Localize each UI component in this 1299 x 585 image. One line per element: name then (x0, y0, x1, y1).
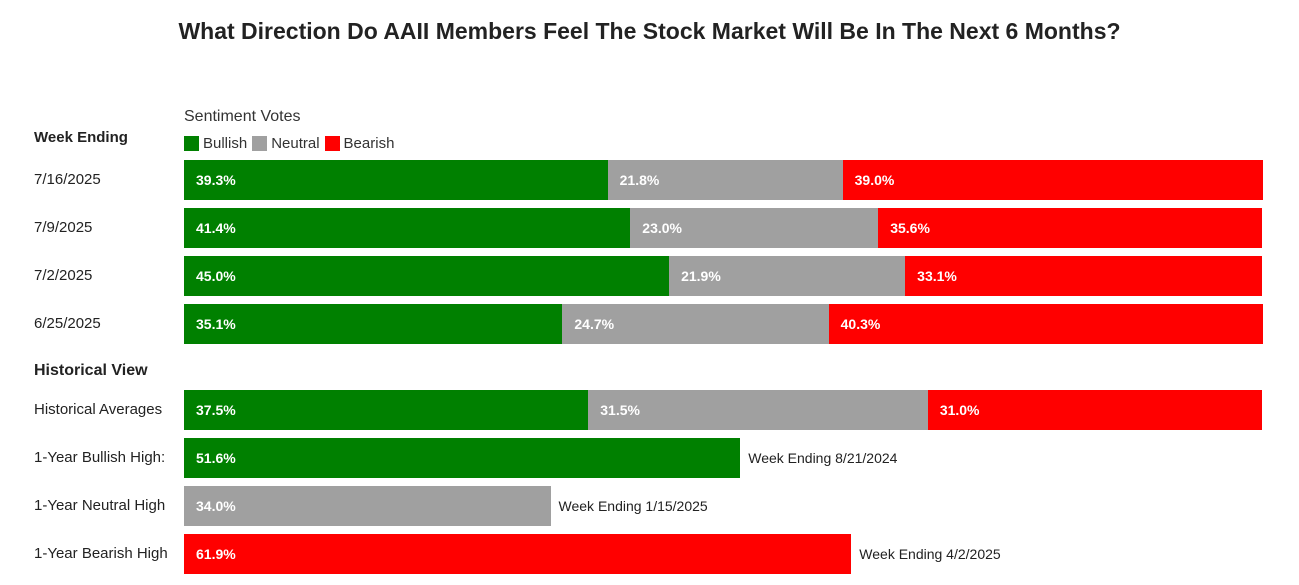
legend-item-neutral: Neutral (252, 135, 320, 152)
bar-segment-neutral: 21.9% (669, 256, 906, 296)
chart-title: What Direction Do AAII Members Feel The … (178, 18, 1121, 44)
bar-segment-bearish: 61.9% (184, 534, 852, 574)
bar-segment-bearish: 33.1% (905, 256, 1262, 296)
legend: Bullish Neutral Bearish (184, 135, 399, 152)
row-label-week-2: 7/9/2025 (34, 219, 93, 236)
bar-segment-neutral: 24.7% (562, 304, 829, 344)
bar-segment-bullish: 45.0% (184, 256, 670, 296)
bar-segment-neutral: 31.5% (588, 390, 928, 430)
legend-label-neutral: Neutral (271, 135, 320, 152)
legend-title: Sentiment Votes (184, 108, 301, 125)
row-label-week-1: 7/16/2025 (34, 171, 101, 188)
bar-segment-bearish: 35.6% (878, 208, 1262, 248)
row-label-bearish-high: 1-Year Bearish High (34, 545, 168, 562)
bar-segment-bullish: 41.4% (184, 208, 631, 248)
bar-segment-bearish: 40.3% (828, 304, 1264, 344)
neutral-high-note: Week Ending 1/15/2025 (558, 498, 708, 514)
row-label-neutral-high: 1-Year Neutral High (34, 497, 166, 514)
legend-swatch-bearish (324, 136, 340, 151)
bar-bearish-high: 61.9% (184, 534, 852, 574)
bar-bullish-high: 51.6% (184, 438, 741, 478)
legend-item-bearish: Bearish (324, 135, 395, 152)
bar-segment-bullish: 51.6% (184, 438, 741, 478)
stacked-bar-week-1: 39.3% 21.8% 39.0% (184, 160, 1264, 200)
historical-view-heading: Historical View (34, 362, 148, 379)
bullish-high-note: Week Ending 8/21/2024 (748, 450, 898, 466)
week-ending-heading: Week Ending (34, 129, 128, 146)
bar-segment-bearish: 39.0% (842, 160, 1264, 200)
stacked-bar-week-4: 35.1% 24.7% 40.3% (184, 304, 1264, 344)
stacked-bar-week-3: 45.0% 21.9% 33.1% (184, 256, 1262, 296)
legend-label-bullish: Bullish (203, 135, 248, 152)
bearish-high-note: Week Ending 4/2/2025 (859, 546, 1001, 562)
bar-segment-bullish: 37.5% (184, 390, 589, 430)
stacked-bar-historical-averages: 37.5% 31.5% 31.0% (184, 390, 1262, 430)
legend-swatch-neutral (252, 136, 268, 151)
bar-neutral-high: 34.0% (184, 486, 551, 526)
bar-segment-bullish: 35.1% (184, 304, 563, 344)
row-label-week-4: 6/25/2025 (34, 315, 101, 332)
bar-segment-bearish: 31.0% (927, 390, 1262, 430)
legend-item-bullish: Bullish (184, 135, 247, 152)
bar-segment-neutral: 34.0% (184, 486, 551, 526)
legend-label-bearish: Bearish (343, 135, 395, 152)
legend-swatch-bullish (184, 136, 199, 151)
row-label-week-3: 7/2/2025 (34, 267, 93, 284)
bar-segment-bullish: 39.3% (184, 160, 608, 200)
row-label-historical-averages: Historical Averages (34, 401, 163, 418)
bar-segment-neutral: 23.0% (630, 208, 879, 248)
row-label-bullish-high: 1-Year Bullish High: (34, 449, 166, 466)
stacked-bar-week-2: 41.4% 23.0% 35.6% (184, 208, 1262, 248)
bar-segment-neutral: 21.8% (607, 160, 843, 200)
